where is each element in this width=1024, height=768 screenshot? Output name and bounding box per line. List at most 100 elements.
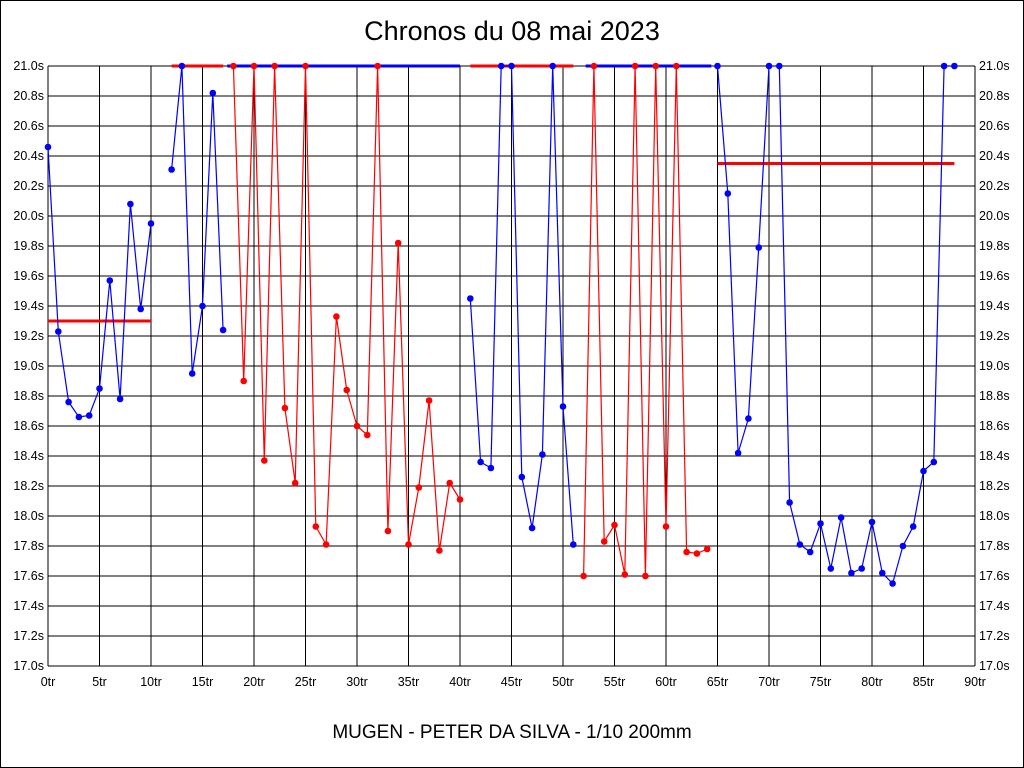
y-tick-label-left: 18.8s [13, 389, 44, 403]
data-point [199, 302, 206, 310]
data-point [776, 62, 783, 70]
data-point [930, 458, 938, 466]
series-line-run3 [232, 65, 461, 551]
y-tick-label-right: 19.8s [979, 239, 1010, 253]
data-point [178, 62, 186, 70]
x-tick-label: 65tr [707, 675, 729, 689]
data-point [549, 62, 556, 70]
y-tick-label-right: 17.2s [979, 629, 1010, 643]
data-point [147, 220, 155, 227]
data-point [858, 565, 865, 572]
data-point [85, 412, 93, 419]
y-tick-label-right: 19.6s [979, 269, 1010, 283]
data-point [96, 385, 103, 392]
y-tick-label-left: 19.0s [13, 359, 44, 373]
data-point [621, 571, 629, 578]
y-tick-label-right: 21.0s [979, 59, 1010, 73]
x-tick-label: 0tr [41, 675, 56, 689]
data-point [724, 190, 732, 197]
data-point [642, 572, 649, 580]
y-tick-label-left: 20.0s [13, 209, 44, 223]
data-point [291, 479, 299, 487]
data-point [364, 431, 371, 439]
y-tick-label-left: 18.6s [13, 419, 44, 433]
data-point [755, 244, 762, 251]
data-point [477, 458, 484, 466]
y-tick-label-right: 20.2s [979, 179, 1010, 193]
data-point [786, 499, 793, 506]
data-point [137, 305, 144, 313]
y-tick-label-left: 20.8s [13, 89, 44, 103]
series-line-run2 [171, 65, 224, 374]
data-point [333, 313, 340, 320]
data-point [673, 62, 680, 70]
data-point [302, 62, 309, 70]
y-tick-label-left: 20.6s [13, 119, 44, 133]
y-tick-label-right: 18.6s [979, 419, 1010, 433]
data-point [456, 496, 464, 503]
y-tick-label-right: 19.0s [979, 359, 1010, 373]
y-tick-label-left: 17.4s [13, 599, 44, 613]
data-point [394, 239, 402, 247]
data-point [662, 523, 670, 530]
y-tick-label-right: 18.0s [979, 509, 1010, 523]
data-point [879, 569, 886, 577]
data-point [75, 413, 83, 421]
y-tick-label-left: 20.2s [13, 179, 44, 193]
data-point [703, 545, 711, 553]
data-point [837, 514, 845, 521]
data-point [271, 62, 278, 70]
data-point [693, 550, 701, 557]
data-point [508, 62, 515, 70]
data-point [209, 89, 217, 97]
y-tick-label-right: 18.8s [979, 389, 1010, 403]
series-line-run6 [716, 65, 955, 585]
y-tick-label-right: 20.6s [979, 119, 1010, 133]
data-point [353, 422, 361, 430]
data-point [240, 377, 247, 385]
data-point [920, 467, 927, 475]
y-tick-label-right: 19.4s [979, 299, 1010, 313]
x-tick-label: 20tr [243, 675, 265, 689]
data-point [467, 295, 474, 302]
x-tick-label: 85tr [913, 675, 935, 689]
y-tick-label-right: 17.4s [979, 599, 1010, 613]
x-tick-label: 50tr [552, 675, 574, 689]
data-point [806, 548, 814, 556]
y-tick-label-left: 19.6s [13, 269, 44, 283]
data-point [940, 62, 948, 70]
data-point [343, 386, 351, 394]
data-point [817, 520, 824, 527]
y-tick-label-left: 20.4s [13, 149, 44, 163]
data-point [899, 542, 907, 550]
data-point [219, 326, 227, 334]
data-point [734, 449, 742, 457]
y-tick-label-right: 17.8s [979, 539, 1010, 553]
y-tick-label-left: 17.2s [13, 629, 44, 643]
chart-title: Chronos du 08 mai 2023 [364, 16, 660, 46]
y-tick-label-right: 17.0s [979, 659, 1010, 673]
data-point [312, 523, 320, 530]
data-point [580, 572, 587, 580]
data-point [405, 541, 412, 548]
data-point [951, 62, 958, 70]
y-tick-label-right: 17.6s [979, 569, 1010, 583]
y-tick-label-right: 20.8s [979, 89, 1010, 103]
x-tick-label: 90tr [964, 675, 986, 689]
data-point [528, 524, 536, 532]
x-tick-label: 45tr [501, 675, 523, 689]
x-tick-label: 70tr [758, 675, 780, 689]
data-point [570, 541, 577, 548]
data-point [745, 415, 752, 422]
x-tick-label: 5tr [92, 675, 107, 689]
y-tick-label-left: 18.0s [13, 509, 44, 523]
data-point [868, 518, 876, 526]
data-point [714, 62, 721, 70]
data-point [889, 580, 896, 587]
series-line-run4 [469, 65, 574, 545]
x-tick-label: 10tr [140, 675, 162, 689]
x-tick-label: 55tr [604, 675, 626, 689]
data-point [518, 473, 526, 481]
x-tick-label: 40tr [449, 675, 471, 689]
data-point [600, 538, 608, 545]
